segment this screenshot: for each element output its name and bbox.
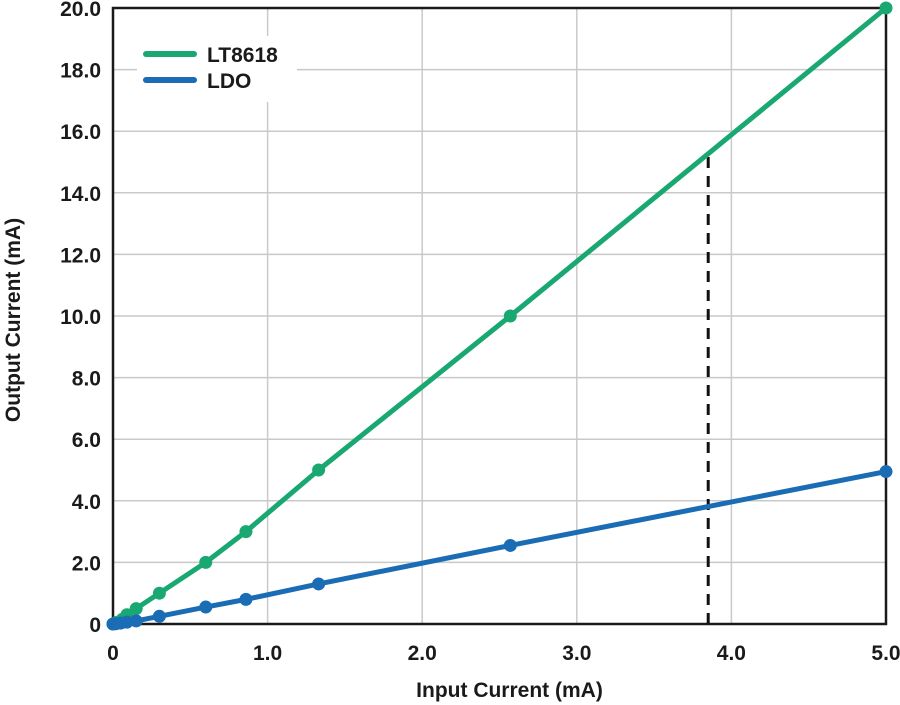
data-point-ldo: [879, 465, 893, 479]
data-point-lt8618: [879, 1, 893, 15]
y-tick-label: 2.0: [72, 552, 101, 575]
data-point-ldo: [239, 592, 253, 606]
x-tick-label: 3.0: [562, 642, 591, 665]
legend-background: [137, 36, 297, 102]
legend-label-lt8618: LT8618: [207, 44, 278, 67]
data-point-lt8618: [129, 602, 143, 616]
y-tick-label: 12.0: [60, 244, 101, 267]
data-point-ldo: [152, 609, 166, 623]
data-point-lt8618: [199, 555, 213, 569]
y-axis-title: Output Current (mA): [2, 218, 25, 422]
y-tick-label: 14.0: [60, 183, 101, 206]
y-tick-label: 0: [89, 614, 101, 637]
data-point-ldo: [199, 600, 213, 614]
x-axis-title: Input Current (mA): [416, 679, 603, 702]
y-tick-label: 8.0: [72, 368, 101, 391]
y-tick-label: 10.0: [60, 306, 101, 329]
series-ldo: [106, 465, 893, 631]
data-point-ldo: [312, 577, 326, 591]
x-tick-label: 2.0: [408, 642, 437, 665]
y-tick-label: 6.0: [72, 429, 101, 452]
grid: [113, 8, 886, 624]
x-axis-ticks: 0 1.0 2.0 3.0 4.0 5.0: [107, 642, 900, 665]
x-tick-label: 1.0: [253, 642, 282, 665]
data-point-lt8618: [239, 525, 253, 539]
data-point-lt8618: [312, 463, 326, 477]
y-tick-label: 20.0: [60, 0, 101, 21]
legend: LT8618 LDO: [137, 36, 297, 102]
data-point-ldo: [503, 538, 517, 552]
y-tick-label: 16.0: [60, 121, 101, 144]
data-point-lt8618: [503, 309, 517, 323]
plot-frame: [111, 6, 888, 626]
y-axis-ticks: 0 2.0 4.0 6.0 8.0 10.0 12.0 14.0 16.0 18.0 20.0: [60, 0, 101, 637]
data-point-lt8618: [152, 586, 166, 600]
y-tick-label: 4.0: [72, 491, 101, 514]
x-tick-label: 0: [107, 642, 119, 665]
y-tick-label: 18.0: [60, 60, 101, 83]
data-point-ldo: [129, 614, 143, 628]
legend-label-ldo: LDO: [207, 70, 251, 93]
series-group: [106, 1, 893, 631]
x-tick-label: 4.0: [717, 642, 746, 665]
x-tick-label: 5.0: [871, 642, 900, 665]
